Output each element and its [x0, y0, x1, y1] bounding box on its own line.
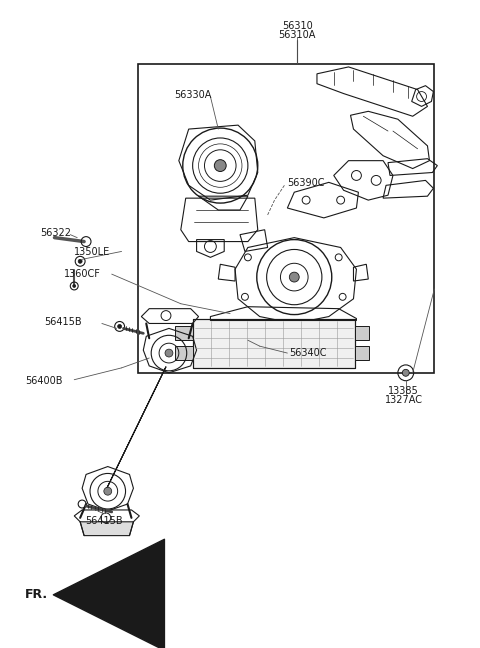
Circle shape — [165, 349, 173, 357]
Bar — [192, 319, 356, 368]
Text: 56415B: 56415B — [45, 317, 82, 327]
Circle shape — [289, 272, 299, 282]
Circle shape — [118, 325, 121, 329]
Text: 1350LE: 1350LE — [74, 248, 110, 257]
Text: 56415B: 56415B — [85, 516, 123, 526]
Bar — [175, 327, 192, 340]
Text: 56310: 56310 — [282, 21, 312, 30]
Circle shape — [215, 159, 226, 172]
Text: 56340C: 56340C — [289, 348, 327, 358]
Circle shape — [78, 259, 82, 263]
Bar — [175, 346, 192, 360]
Text: 1360CF: 1360CF — [64, 269, 101, 279]
Text: 1327AC: 1327AC — [385, 395, 423, 406]
Text: FR.: FR. — [25, 588, 48, 601]
Circle shape — [104, 487, 112, 495]
Polygon shape — [80, 522, 133, 536]
Text: 56322: 56322 — [41, 227, 72, 238]
Text: 13385: 13385 — [388, 386, 419, 396]
Text: 56310A: 56310A — [278, 30, 316, 40]
Bar — [356, 346, 369, 360]
Circle shape — [402, 369, 409, 376]
Text: 56400B: 56400B — [25, 376, 62, 386]
Circle shape — [73, 284, 76, 288]
Bar — [138, 64, 434, 373]
Polygon shape — [105, 367, 166, 492]
Bar — [192, 319, 356, 368]
Bar — [356, 327, 369, 340]
Text: 56390C: 56390C — [288, 178, 325, 189]
Text: 56330A: 56330A — [174, 89, 211, 100]
